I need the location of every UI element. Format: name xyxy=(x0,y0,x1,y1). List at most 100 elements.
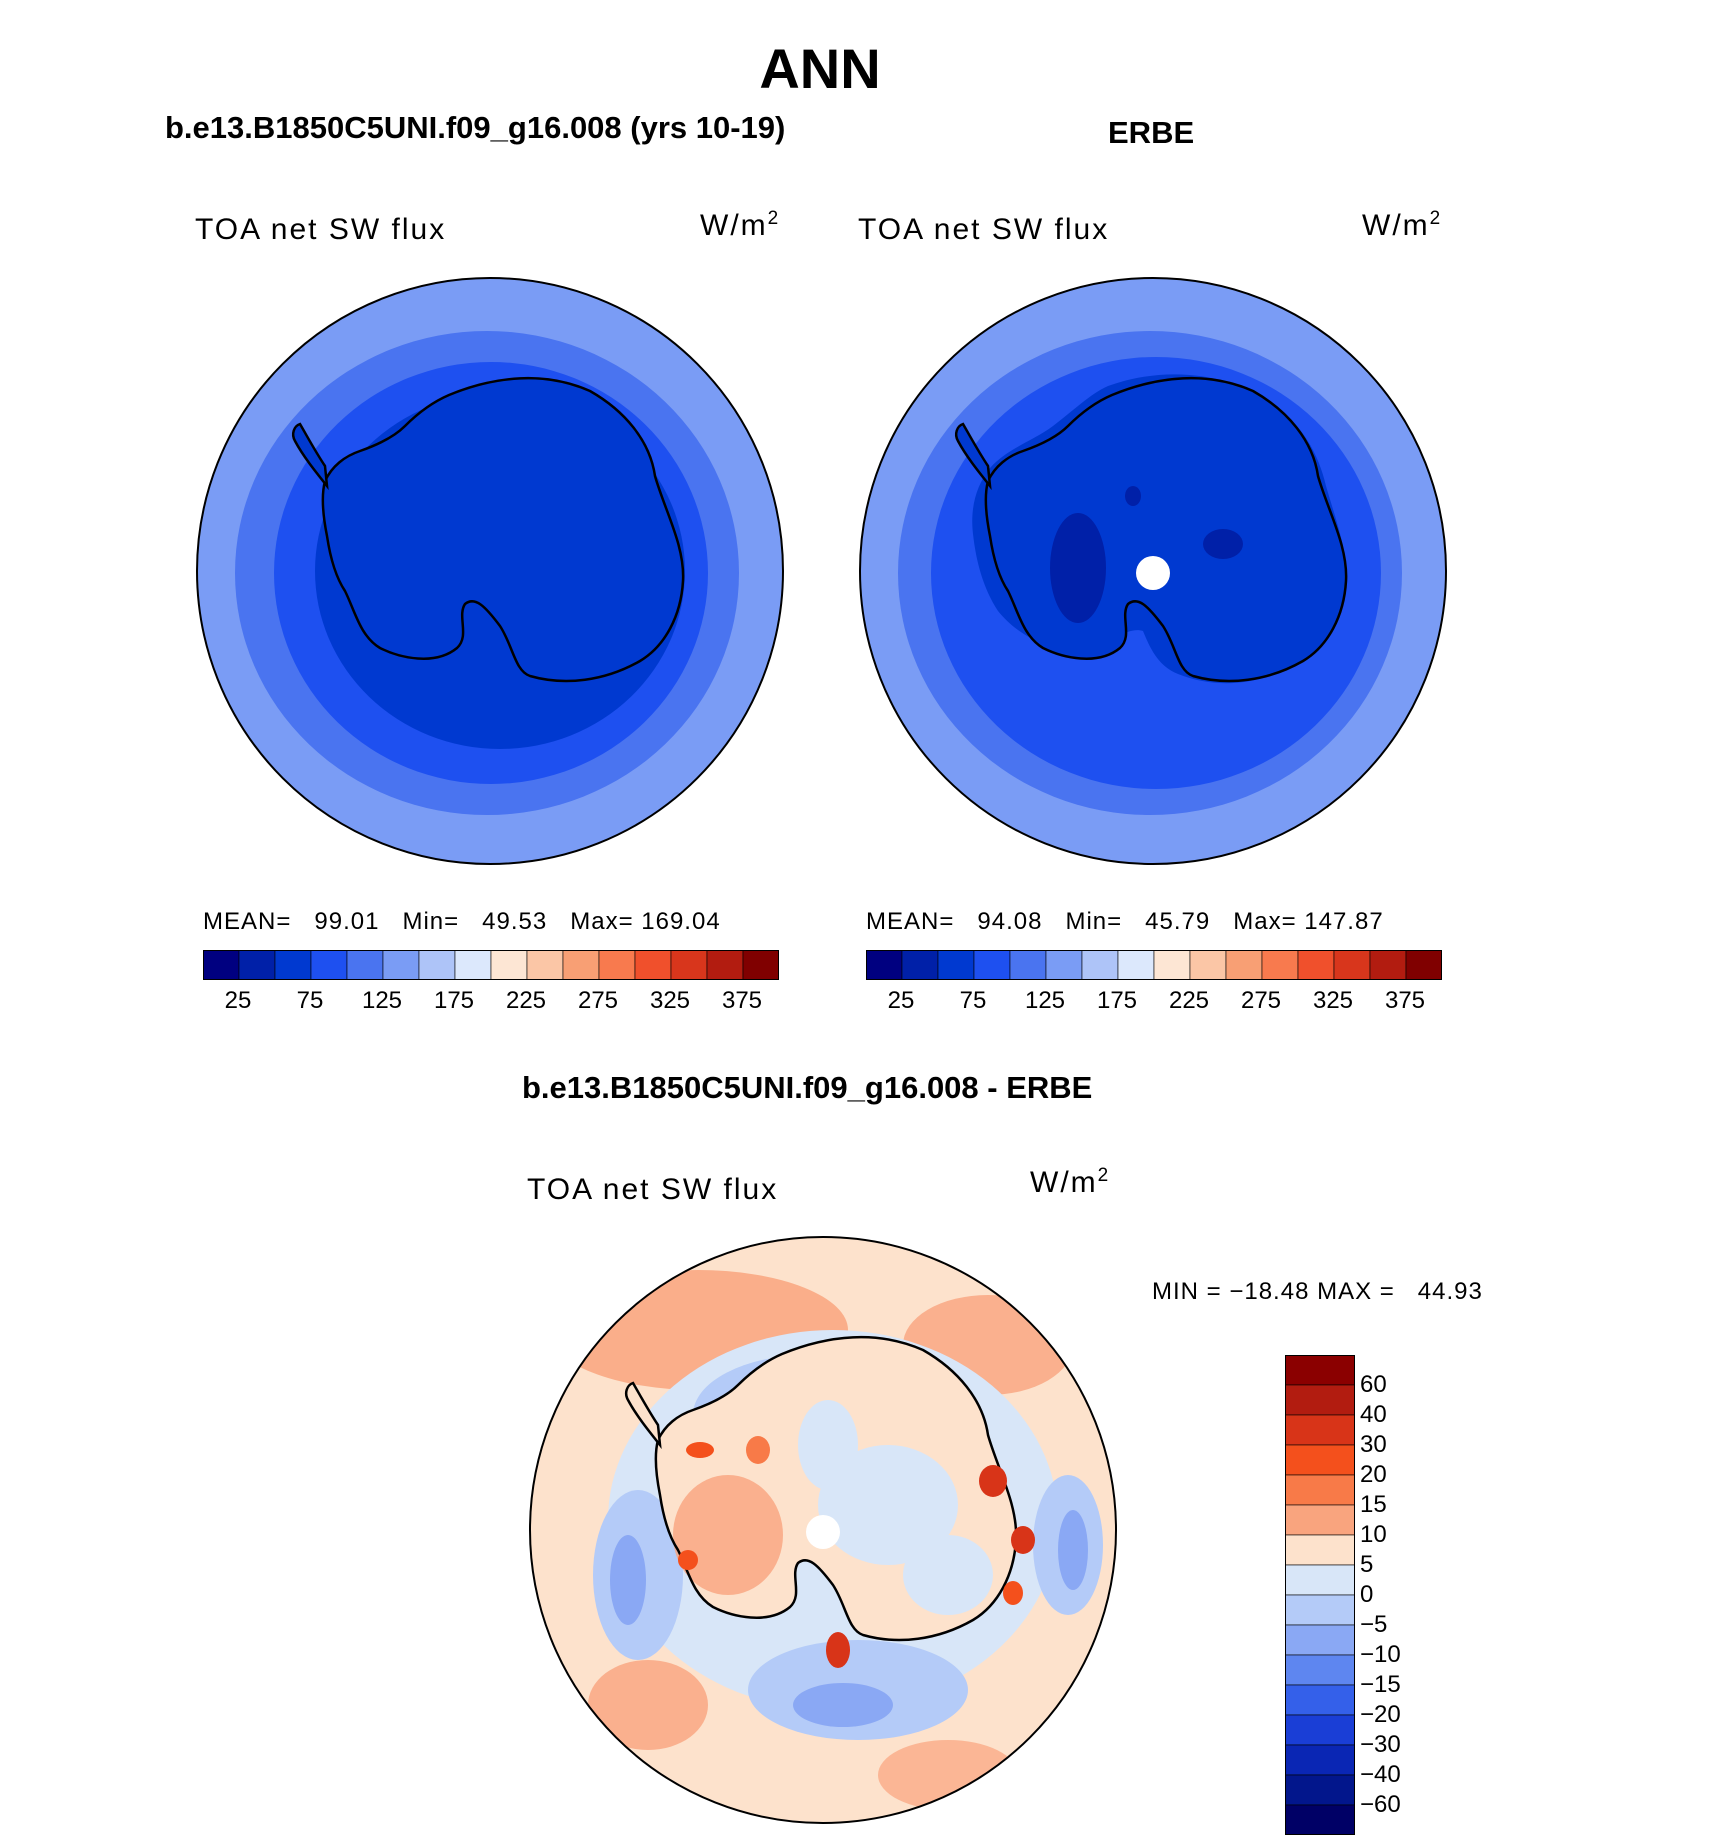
panel-2-colorbar xyxy=(866,950,1442,980)
colorbar-tick-label: 275 xyxy=(577,987,619,1014)
colorbar-swatch xyxy=(1297,950,1335,980)
panel-2-stats: MEAN= 94.08 Min= 45.79 Max= 147.87 xyxy=(866,908,1384,935)
panel-1-units-label: W/m2 xyxy=(700,208,781,242)
antarctic-peninsula xyxy=(954,422,992,491)
colorbar-tick-label: 25 xyxy=(224,987,252,1014)
colorbar-tick-label: −20 xyxy=(1360,1701,1401,1728)
colorbar-swatch xyxy=(1285,1564,1355,1596)
colorbar-swatch xyxy=(973,950,1011,980)
colorbar-tick-label: −5 xyxy=(1360,1611,1388,1638)
colorbar-swatch xyxy=(1285,1594,1355,1626)
colorbar-swatch xyxy=(1261,950,1299,980)
antarctic-peninsula xyxy=(291,422,329,491)
colorbar-tick-label: 75 xyxy=(959,987,987,1014)
colorbar-swatch xyxy=(1081,950,1119,980)
colorbar-swatch xyxy=(866,950,903,980)
colorbar-swatch xyxy=(310,950,348,980)
colorbar-tick-label: 60 xyxy=(1360,1371,1387,1398)
colorbar-swatch xyxy=(1285,1774,1355,1806)
panel-2-polar-map xyxy=(859,277,1447,865)
colorbar-swatch xyxy=(1117,950,1155,980)
colorbar-swatch xyxy=(274,950,312,980)
colorbar-swatch xyxy=(1285,1504,1355,1536)
colorbar-tick-label: 30 xyxy=(1360,1431,1387,1458)
panel-2-units-label: W/m2 xyxy=(1362,208,1443,242)
colorbar-tick-label: 5 xyxy=(1360,1551,1374,1578)
difference-polar-map xyxy=(529,1236,1117,1824)
colorbar-tick-label: 375 xyxy=(721,987,763,1014)
colorbar-swatch xyxy=(1285,1414,1355,1446)
colorbar-tick-label: −10 xyxy=(1360,1641,1401,1668)
hotspot xyxy=(1011,1526,1035,1554)
colorbar-swatch xyxy=(1333,950,1371,980)
colorbar-tick-label: 275 xyxy=(1240,987,1282,1014)
missing-data-pole xyxy=(806,1515,840,1549)
colorbar-swatch xyxy=(1045,950,1083,980)
colorbar-swatch xyxy=(1285,1355,1355,1386)
colorbar-tick-label: 175 xyxy=(433,987,475,1014)
colorbar-tick-label: 20 xyxy=(1360,1461,1387,1488)
colorbar-tick-label: −15 xyxy=(1360,1671,1401,1698)
colorbar-swatch xyxy=(1405,950,1442,980)
hotspot xyxy=(746,1436,770,1464)
colorbar-tick-label: 375 xyxy=(1384,987,1426,1014)
colorbar-tick-label: 125 xyxy=(361,987,403,1014)
panel-2-case-title: ERBE xyxy=(1108,115,1195,150)
hotspot xyxy=(1003,1581,1023,1605)
colorbar-swatch xyxy=(346,950,384,980)
colorbar-swatch xyxy=(238,950,276,980)
panel-1-case-title: b.e13.B1850C5UNI.f09_g16.008 (yrs 10-19) xyxy=(165,110,786,145)
panel-2-variable-label: TOA net SW flux xyxy=(858,213,1110,246)
colorbar-swatch xyxy=(382,950,420,980)
colorbar-tick-label: 225 xyxy=(1168,987,1210,1014)
hotspot xyxy=(678,1550,698,1570)
colorbar-tick-label: 75 xyxy=(296,987,324,1014)
colorbar-tick-label: 325 xyxy=(1312,987,1354,1014)
panel-1-colorbar xyxy=(203,950,779,980)
colorbar-tick-label: 25 xyxy=(887,987,915,1014)
panel-1-polar-map xyxy=(196,277,784,865)
colorbar-swatch xyxy=(1153,950,1191,980)
colorbar-swatch xyxy=(526,950,564,980)
colorbar-tick-label: 0 xyxy=(1360,1581,1374,1608)
hotspot xyxy=(979,1465,1007,1497)
colorbar-swatch xyxy=(203,950,240,980)
hotspot xyxy=(826,1632,850,1668)
colorbar-swatch xyxy=(670,950,708,980)
hotspot xyxy=(686,1442,714,1458)
colorbar-swatch xyxy=(1189,950,1227,980)
colorbar-swatch xyxy=(1369,950,1407,980)
colorbar-swatch xyxy=(1285,1534,1355,1566)
colorbar-swatch xyxy=(1285,1804,1355,1835)
colorbar-swatch xyxy=(937,950,975,980)
colorbar-tick-label: 40 xyxy=(1360,1401,1387,1428)
colorbar-swatch xyxy=(1285,1744,1355,1776)
colorbar-swatch xyxy=(418,950,456,980)
colorbar-swatch xyxy=(901,950,939,980)
colorbar-swatch xyxy=(1285,1714,1355,1746)
colorbar-tick-label: 10 xyxy=(1360,1521,1387,1548)
colorbar-swatch xyxy=(1225,950,1263,980)
colorbar-tick-label: 175 xyxy=(1096,987,1138,1014)
panel-1-variable-label: TOA net SW flux xyxy=(195,213,447,246)
panel-2-colorbar-labels: 25 75 125 175 225 275 325 375 xyxy=(866,987,1442,1017)
difference-colorbar xyxy=(1285,1355,1355,1835)
low-flux-region xyxy=(1050,513,1106,623)
colorbar-swatch xyxy=(1285,1684,1355,1716)
colorbar-swatch xyxy=(1285,1654,1355,1686)
colorbar-tick-label: −60 xyxy=(1360,1791,1401,1818)
difference-colorbar-labels: 60 40 30 20 15 10 5 0 −5 −10 −15 −20 −30 −40 −60 xyxy=(1360,1355,1450,1835)
colorbar-tick-label: −40 xyxy=(1360,1761,1401,1788)
difference-title: b.e13.B1850C5UNI.f09_g16.008 - ERBE xyxy=(522,1070,1093,1105)
missing-data-pole xyxy=(1136,556,1170,590)
figure-title: ANN xyxy=(759,37,881,100)
colorbar-swatch xyxy=(706,950,744,980)
colorbar-swatch xyxy=(490,950,528,980)
colorbar-tick-label: 15 xyxy=(1360,1491,1387,1518)
colorbar-swatch xyxy=(1285,1384,1355,1416)
colorbar-swatch xyxy=(454,950,492,980)
panel-1-stats: MEAN= 99.01 Min= 49.53 Max= 169.04 xyxy=(203,908,721,935)
colorbar-swatch xyxy=(742,950,779,980)
colorbar-swatch xyxy=(598,950,636,980)
colorbar-tick-label: 225 xyxy=(505,987,547,1014)
